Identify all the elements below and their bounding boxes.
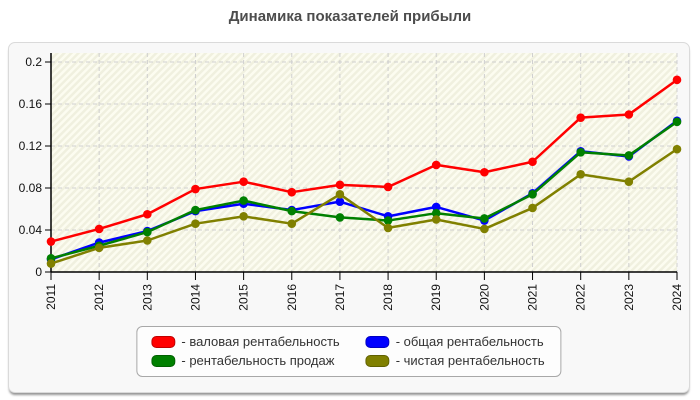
x-tick-label: 2016 <box>285 284 299 311</box>
series-point-net-margin-2015 <box>239 212 248 221</box>
series-point-gross-margin-2019 <box>431 160 441 170</box>
y-tick-label: 0 <box>35 265 42 279</box>
series-point-net-margin-2013 <box>143 236 152 245</box>
legend-item-total-margin: - общая рентабельность <box>365 334 545 349</box>
series-point-sales-margin-2022 <box>576 148 585 157</box>
x-tick-label: 2012 <box>92 284 106 311</box>
series-point-net-margin-2022 <box>576 170 585 179</box>
series-point-gross-margin-2020 <box>480 167 489 177</box>
y-tick-label: 0.08 <box>19 181 43 195</box>
legend-swatch-net-margin <box>365 354 390 367</box>
series-point-net-margin-2018 <box>383 223 393 233</box>
x-tick-label: 2019 <box>429 284 443 311</box>
legend-item-net-margin: - чистая рентабельность <box>365 353 545 368</box>
legend-label-net-margin: - чистая рентабельность <box>395 353 545 368</box>
y-tick-label: 0.12 <box>19 139 43 153</box>
series-point-gross-margin-2021 <box>528 157 537 167</box>
series-point-net-margin-2016 <box>287 219 297 228</box>
series-line-sales-margin <box>50 120 678 260</box>
series-point-sales-margin-2020 <box>480 214 489 223</box>
x-tick-label: 2022 <box>574 284 588 311</box>
x-tick-label: 2024 <box>670 284 684 311</box>
series-point-net-margin-2017 <box>335 190 345 199</box>
x-tick-label: 2021 <box>526 284 540 311</box>
x-tick-label: 2018 <box>381 284 395 311</box>
legend-item-sales-margin: - рентабельность продаж <box>151 353 339 368</box>
legend-label-gross-margin: - валовая рентабельность <box>181 334 340 349</box>
series-point-sales-margin-2021 <box>528 190 537 199</box>
series-point-sales-margin-2024 <box>672 117 682 127</box>
series-point-net-margin-2024 <box>672 144 682 154</box>
series-point-sales-margin-2018 <box>383 216 393 225</box>
x-tick-label: 2014 <box>188 284 202 311</box>
series-point-total-margin-2019 <box>431 202 441 212</box>
series-point-sales-margin-2023 <box>624 151 634 160</box>
legend-label-total-margin: - общая рентабельность <box>395 334 544 349</box>
series-point-sales-margin-2015 <box>239 196 248 205</box>
series-point-sales-margin-2017 <box>335 213 345 222</box>
series-point-sales-margin-2016 <box>287 206 297 216</box>
y-tick-label: 0.16 <box>19 97 43 111</box>
series-point-net-margin-2023 <box>624 177 634 186</box>
series-point-gross-margin-2014 <box>191 184 200 194</box>
series-point-net-margin-2021 <box>528 203 537 213</box>
x-tick-label: 2017 <box>333 284 347 311</box>
series-point-gross-margin-2023 <box>624 110 634 119</box>
series-line-net-margin <box>50 148 678 265</box>
profit-dynamics-chart: 0 0.04 0.08 0.12 0.16 0.2 2011 2012 2013 2014 2015… <box>19 53 684 311</box>
series-point-sales-margin-2014 <box>191 205 200 215</box>
legend-swatch-sales-margin <box>151 354 176 367</box>
series-point-gross-margin-2022 <box>576 113 585 122</box>
series-point-gross-margin-2012 <box>94 224 104 234</box>
x-tick-label: 2015 <box>237 284 251 311</box>
page-title: Динамика показателей прибыли <box>228 8 472 25</box>
series-point-gross-margin-2011 <box>46 237 56 246</box>
x-tick-label: 2011 <box>44 284 58 310</box>
plot-area <box>51 53 677 272</box>
series-point-gross-margin-2018 <box>383 182 393 192</box>
legend-label-sales-margin: - рентабельность продаж <box>181 353 335 368</box>
series-point-total-margin-2017 <box>335 197 345 206</box>
series-line-gross-margin <box>50 78 678 243</box>
x-tick-label: 2020 <box>477 284 491 311</box>
series-point-gross-margin-2013 <box>143 209 152 219</box>
y-tick-label: 0.04 <box>19 223 43 237</box>
series-point-gross-margin-2015 <box>239 177 248 186</box>
series-point-sales-margin-2013 <box>143 227 152 237</box>
legend-item-gross-margin: - валовая рентабельность <box>151 334 340 349</box>
series-point-net-margin-2019 <box>431 215 441 224</box>
legend-swatch-gross-margin <box>151 335 176 348</box>
series-point-gross-margin-2024 <box>672 75 682 85</box>
series-point-net-margin-2012 <box>94 243 104 253</box>
series-point-net-margin-2014 <box>191 219 200 228</box>
series-point-net-margin-2020 <box>480 224 489 234</box>
series-point-gross-margin-2016 <box>287 187 297 197</box>
x-tick-label: 2013 <box>140 284 154 311</box>
series-point-sales-margin-2019 <box>431 208 441 218</box>
series-point-net-margin-2011 <box>46 259 56 268</box>
legend-swatch-total-margin <box>365 335 390 348</box>
chart-panel: 0 0.04 0.08 0.12 0.16 0.2 2011 2012 2013 2014 2015… <box>8 42 690 393</box>
series-point-gross-margin-2017 <box>335 180 345 190</box>
x-tick-label: 2023 <box>622 284 636 311</box>
y-tick-label: 0.2 <box>25 55 42 69</box>
chart-legend: - валовая рентабельность - общая рентабел… <box>136 326 562 377</box>
